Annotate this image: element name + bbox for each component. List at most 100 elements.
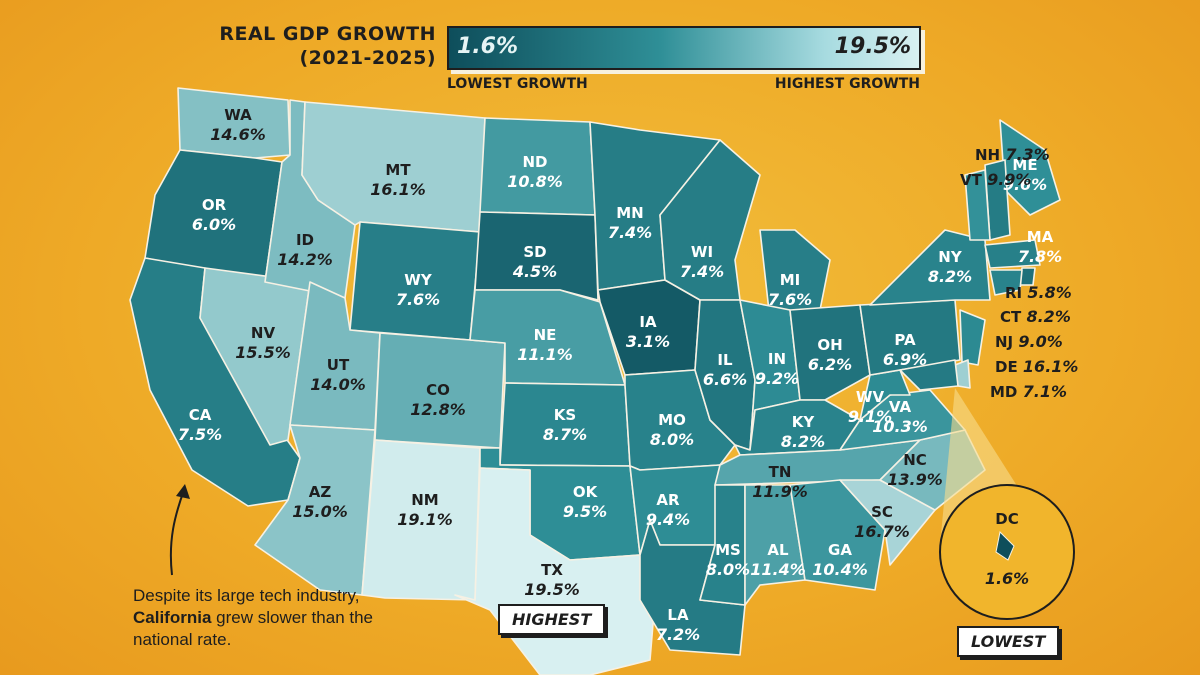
state-abbr-tn: TN xyxy=(769,463,792,481)
state-dc xyxy=(995,530,1015,561)
state-value-ks: 8.7% xyxy=(543,425,587,444)
state-abbr-ga: GA xyxy=(828,541,852,559)
state-co xyxy=(374,332,506,449)
state-wv xyxy=(859,369,911,421)
state-value-ia: 3.1% xyxy=(626,332,670,351)
state-abbr: NH xyxy=(975,146,1005,164)
state-value-wi: 7.4% xyxy=(680,262,724,281)
state-abbr-mn: MN xyxy=(616,204,643,222)
state-abbr-nm: NM xyxy=(411,491,438,509)
state-abbr-ne: NE xyxy=(534,326,557,344)
state-label-vt: VT 9.9% xyxy=(960,170,1031,189)
state-value-id: 14.2% xyxy=(277,250,333,269)
state-abbr-va: VA xyxy=(889,398,912,416)
state-abbr-wy: WY xyxy=(404,271,433,289)
california-arrow-head xyxy=(176,484,190,499)
state-value: 7.1% xyxy=(1023,382,1067,401)
state-vt xyxy=(964,169,991,241)
state-abbr: RI xyxy=(1005,284,1027,302)
state-value-mn: 7.4% xyxy=(608,223,652,242)
state-abbr-wv: WV xyxy=(856,388,885,406)
state-value-nc: 13.9% xyxy=(887,470,943,489)
state-value-or: 6.0% xyxy=(192,215,236,234)
state-abbr-az: AZ xyxy=(309,483,332,501)
state-abbr-ny: NY xyxy=(938,248,963,266)
state-abbr-il: IL xyxy=(717,351,733,369)
state-value-wa: 14.6% xyxy=(210,125,266,144)
state-abbr-in: IN xyxy=(768,350,786,368)
state-value-ny: 8.2% xyxy=(928,267,972,286)
state-value-dc: 1.6% xyxy=(985,569,1029,588)
state-ma xyxy=(984,239,1041,269)
state-abbr-mo: MO xyxy=(658,411,686,429)
state-value-co: 12.8% xyxy=(410,400,466,419)
state-value-wy: 7.6% xyxy=(396,290,440,309)
state-value-ms: 8.0% xyxy=(706,560,750,579)
state-value-mt: 16.1% xyxy=(370,180,426,199)
state-abbr-pa: PA xyxy=(894,331,916,349)
state-value-pa: 6.9% xyxy=(883,350,927,369)
state-value-ky: 8.2% xyxy=(781,432,825,451)
state-abbr-ma: MA xyxy=(1027,228,1054,246)
state-wi xyxy=(659,139,761,301)
state-abbr-id: ID xyxy=(296,231,314,249)
state-abbr-wi: WI xyxy=(691,243,713,261)
state-abbr: VT xyxy=(960,171,987,189)
state-abbr: DE xyxy=(995,358,1023,376)
state-ms xyxy=(699,484,746,606)
state-value-ma: 7.8% xyxy=(1018,247,1062,266)
legend-min-label: LOWEST GROWTH xyxy=(447,76,588,92)
california-note: Despite its large tech industry, Califor… xyxy=(133,585,393,651)
state-value-ut: 14.0% xyxy=(310,375,366,394)
state-abbr-la: LA xyxy=(667,606,689,624)
state-value-wv: 9.1% xyxy=(848,407,892,426)
state-nj xyxy=(959,309,986,366)
state-abbr-ks: KS xyxy=(554,406,576,424)
state-value-mi: 7.6% xyxy=(768,290,812,309)
legend-min-value: 1.6% xyxy=(457,34,519,59)
state-abbr-sd: SD xyxy=(523,243,546,261)
state-label-ct: CT 8.2% xyxy=(1000,307,1071,326)
state-abbr-nc: NC xyxy=(903,451,927,469)
state-abbr-mt: MT xyxy=(385,161,411,179)
labels-layer: WA14.6%OR6.0%CA7.5%NV15.5%ID14.2%MT16.1%… xyxy=(178,106,1079,644)
state-label-de: DE 16.1% xyxy=(995,357,1078,376)
state-value-az: 15.0% xyxy=(292,502,348,521)
state-value-in: 9.2% xyxy=(755,369,799,388)
state-abbr-ar: AR xyxy=(656,491,680,509)
annotation-layer: DC 1.6% xyxy=(169,388,1075,620)
state-value-ne: 11.1% xyxy=(517,345,573,364)
state-abbr-ok: OK xyxy=(573,483,599,501)
state-value-me: 9.6% xyxy=(1003,175,1047,194)
state-value: 16.1% xyxy=(1023,357,1079,376)
state-label-nj: NJ 9.0% xyxy=(995,332,1063,351)
state-abbr-nv: NV xyxy=(251,324,276,342)
state-abbr-wa: WA xyxy=(224,106,252,124)
state-abbr-ca: CA xyxy=(189,406,212,424)
lowest-tag: LOWEST xyxy=(957,626,1060,657)
state-value-tx: 19.5% xyxy=(524,580,580,599)
state-abbr-or: OR xyxy=(202,196,227,214)
state-abbr-ut: UT xyxy=(327,356,350,374)
state-abbr-co: CO xyxy=(426,381,450,399)
state-value-sd: 4.5% xyxy=(512,262,557,281)
state-ga xyxy=(789,479,886,591)
state-value: 9.9% xyxy=(987,170,1031,189)
state-value-nm: 19.1% xyxy=(397,510,453,529)
state-value-nv: 15.5% xyxy=(235,343,291,362)
state-sc xyxy=(839,479,936,566)
note-highlight: California xyxy=(133,608,212,627)
state-value-va: 10.3% xyxy=(872,417,928,436)
state-value: 7.3% xyxy=(1005,145,1049,164)
state-abbr-tx: TX xyxy=(541,561,563,579)
map-title: REAL GDP GROWTH (2021-2025) xyxy=(200,22,436,70)
state-abbr-mi: MI xyxy=(780,271,801,289)
state-value: 5.8% xyxy=(1027,283,1071,302)
state-abbr-ky: KY xyxy=(792,413,816,431)
state-abbr-oh: OH xyxy=(817,336,842,354)
color-legend-bar: 1.6% 19.5% xyxy=(447,26,921,70)
state-value-sc: 16.7% xyxy=(854,522,910,541)
legend-max-value: 19.5% xyxy=(834,34,911,59)
state-md xyxy=(899,359,959,391)
